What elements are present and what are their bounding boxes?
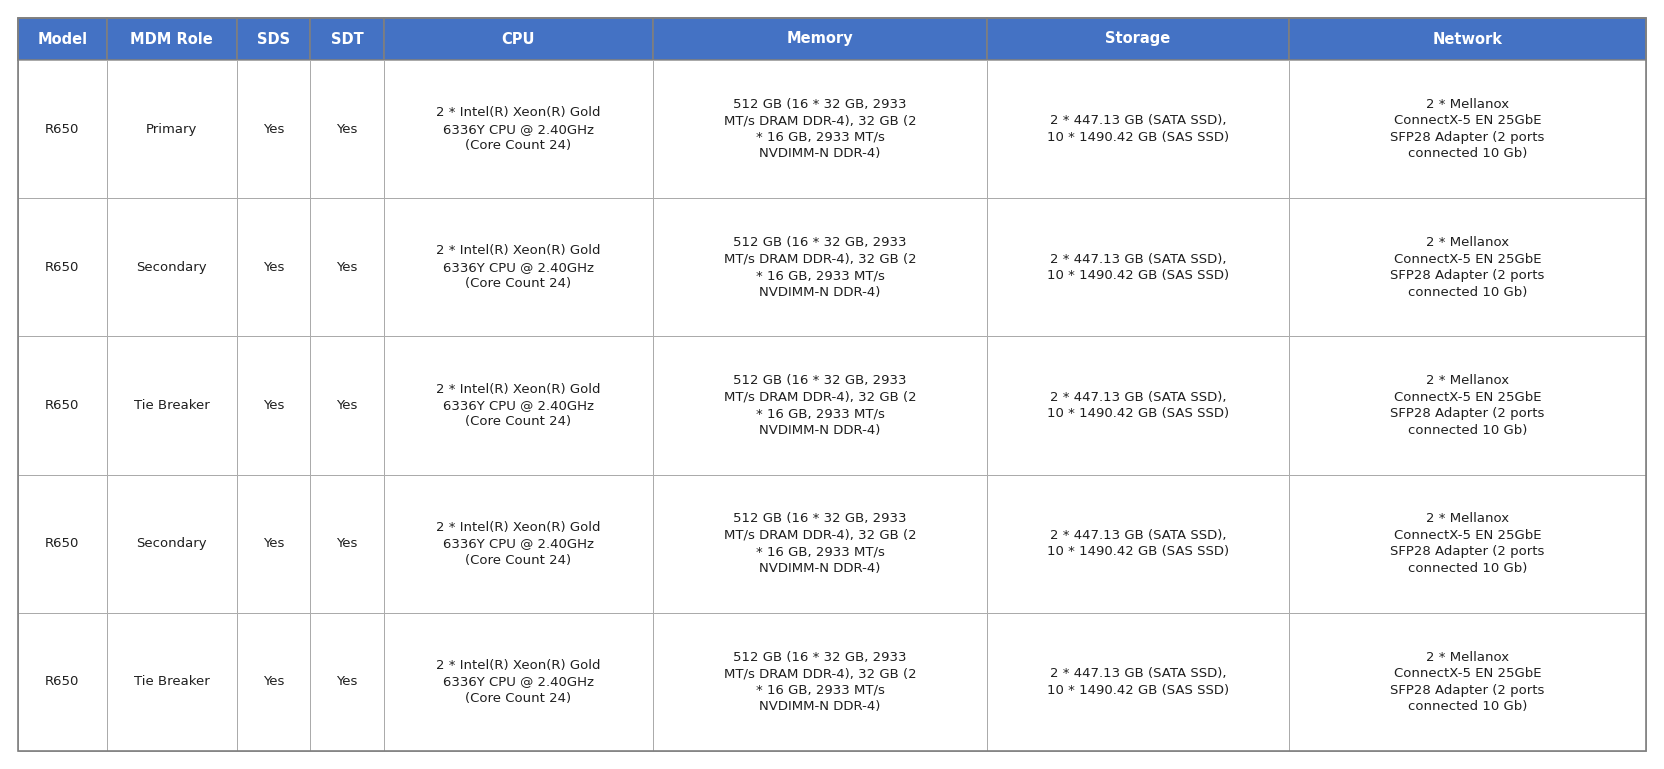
Text: 2 * Intel(R) Xeon(R) Gold
6336Y CPU @ 2.40GHz
(Core Count 24): 2 * Intel(R) Xeon(R) Gold 6336Y CPU @ 2.… [436, 245, 601, 291]
Bar [236, 60, 310, 198]
Text: Secondary: Secondary [136, 538, 206, 550]
Text: 512 GB (16 * 32 GB, 2933
MT/s DRAM DDR-4), 32 GB (2
* 16 GB, 2933 MT/s
NVDIMM-N : 512 GB (16 * 32 GB, 2933 MT/s DRAM DDR-4… [724, 375, 917, 437]
Bar [654, 613, 987, 751]
Bar [987, 613, 1288, 751]
Text: Yes: Yes [263, 399, 285, 412]
Bar [987, 18, 1288, 60]
Bar [310, 18, 384, 60]
Bar [987, 474, 1288, 613]
Bar [987, 60, 1288, 198]
Bar [106, 613, 236, 751]
Text: 2 * Mellanox
ConnectX-5 EN 25GbE
SFP28 Adapter (2 ports
connected 10 Gb): 2 * Mellanox ConnectX-5 EN 25GbE SFP28 A… [1389, 651, 1544, 713]
Text: Tie Breaker: Tie Breaker [133, 399, 210, 412]
Text: Yes: Yes [263, 122, 285, 135]
Text: 512 GB (16 * 32 GB, 2933
MT/s DRAM DDR-4), 32 GB (2
* 16 GB, 2933 MT/s
NVDIMM-N : 512 GB (16 * 32 GB, 2933 MT/s DRAM DDR-4… [724, 236, 917, 298]
Bar [18, 336, 106, 474]
Text: SDT: SDT [331, 32, 363, 46]
Text: Yes: Yes [336, 261, 358, 274]
Text: 2 * Intel(R) Xeon(R) Gold
6336Y CPU @ 2.40GHz
(Core Count 24): 2 * Intel(R) Xeon(R) Gold 6336Y CPU @ 2.… [436, 106, 601, 152]
Text: 2 * 447.13 GB (SATA SSD),
10 * 1490.42 GB (SAS SSD): 2 * 447.13 GB (SATA SSD), 10 * 1490.42 G… [1047, 667, 1230, 697]
Bar [106, 60, 236, 198]
Text: Yes: Yes [336, 675, 358, 688]
Text: 2 * 447.13 GB (SATA SSD),
10 * 1490.42 GB (SAS SSD): 2 * 447.13 GB (SATA SSD), 10 * 1490.42 G… [1047, 529, 1230, 558]
Bar [106, 336, 236, 474]
Bar [310, 613, 384, 751]
Bar [236, 474, 310, 613]
Bar [18, 613, 106, 751]
Text: Storage: Storage [1105, 32, 1170, 46]
Bar [236, 198, 310, 336]
Bar [654, 18, 987, 60]
Text: Primary: Primary [146, 122, 198, 135]
Bar [18, 60, 106, 198]
Bar [106, 198, 236, 336]
Bar [18, 18, 106, 60]
Bar [384, 18, 654, 60]
Text: Yes: Yes [263, 675, 285, 688]
Bar [384, 613, 654, 751]
Text: 2 * 447.13 GB (SATA SSD),
10 * 1490.42 GB (SAS SSD): 2 * 447.13 GB (SATA SSD), 10 * 1490.42 G… [1047, 391, 1230, 420]
Bar [654, 474, 987, 613]
Bar [18, 474, 106, 613]
Text: 512 GB (16 * 32 GB, 2933
MT/s DRAM DDR-4), 32 GB (2
* 16 GB, 2933 MT/s
NVDIMM-N : 512 GB (16 * 32 GB, 2933 MT/s DRAM DDR-4… [724, 651, 917, 713]
Bar [18, 198, 106, 336]
Bar [236, 18, 310, 60]
Bar [310, 198, 384, 336]
Text: R650: R650 [45, 261, 80, 274]
Bar [654, 60, 987, 198]
Text: Tie Breaker: Tie Breaker [133, 675, 210, 688]
Text: 2 * Intel(R) Xeon(R) Gold
6336Y CPU @ 2.40GHz
(Core Count 24): 2 * Intel(R) Xeon(R) Gold 6336Y CPU @ 2.… [436, 382, 601, 428]
Bar [236, 613, 310, 751]
Bar [1288, 474, 1646, 613]
Bar [106, 474, 236, 613]
Bar [654, 336, 987, 474]
Bar [384, 198, 654, 336]
Text: 2 * Mellanox
ConnectX-5 EN 25GbE
SFP28 Adapter (2 ports
connected 10 Gb): 2 * Mellanox ConnectX-5 EN 25GbE SFP28 A… [1389, 98, 1544, 161]
Text: Network: Network [1433, 32, 1503, 46]
Text: Yes: Yes [336, 399, 358, 412]
Text: Secondary: Secondary [136, 261, 206, 274]
Text: Yes: Yes [263, 261, 285, 274]
Text: 2 * 447.13 GB (SATA SSD),
10 * 1490.42 GB (SAS SSD): 2 * 447.13 GB (SATA SSD), 10 * 1490.42 G… [1047, 115, 1230, 144]
Bar [1288, 613, 1646, 751]
Text: 2 * Intel(R) Xeon(R) Gold
6336Y CPU @ 2.40GHz
(Core Count 24): 2 * Intel(R) Xeon(R) Gold 6336Y CPU @ 2.… [436, 521, 601, 567]
Bar [384, 60, 654, 198]
Bar [654, 198, 987, 336]
Text: 2 * Mellanox
ConnectX-5 EN 25GbE
SFP28 Adapter (2 ports
connected 10 Gb): 2 * Mellanox ConnectX-5 EN 25GbE SFP28 A… [1389, 375, 1544, 437]
Bar [310, 60, 384, 198]
Text: R650: R650 [45, 122, 80, 135]
Text: R650: R650 [45, 538, 80, 550]
Text: 2 * Intel(R) Xeon(R) Gold
6336Y CPU @ 2.40GHz
(Core Count 24): 2 * Intel(R) Xeon(R) Gold 6336Y CPU @ 2.… [436, 659, 601, 705]
Text: CPU: CPU [503, 32, 536, 46]
Bar [236, 336, 310, 474]
Bar [310, 336, 384, 474]
Text: R650: R650 [45, 399, 80, 412]
Text: SDS: SDS [256, 32, 290, 46]
Text: 2 * Mellanox
ConnectX-5 EN 25GbE
SFP28 Adapter (2 ports
connected 10 Gb): 2 * Mellanox ConnectX-5 EN 25GbE SFP28 A… [1389, 512, 1544, 575]
Bar [1288, 336, 1646, 474]
Bar [987, 198, 1288, 336]
Bar [987, 336, 1288, 474]
Text: Yes: Yes [263, 538, 285, 550]
Text: MDM Role: MDM Role [130, 32, 213, 46]
Text: Memory: Memory [787, 32, 854, 46]
Text: Yes: Yes [336, 538, 358, 550]
Text: 512 GB (16 * 32 GB, 2933
MT/s DRAM DDR-4), 32 GB (2
* 16 GB, 2933 MT/s
NVDIMM-N : 512 GB (16 * 32 GB, 2933 MT/s DRAM DDR-4… [724, 512, 917, 575]
Text: Model: Model [37, 32, 88, 46]
Text: 512 GB (16 * 32 GB, 2933
MT/s DRAM DDR-4), 32 GB (2
* 16 GB, 2933 MT/s
NVDIMM-N : 512 GB (16 * 32 GB, 2933 MT/s DRAM DDR-4… [724, 98, 917, 161]
Bar [106, 18, 236, 60]
Bar [310, 474, 384, 613]
Bar [1288, 60, 1646, 198]
Text: 2 * 447.13 GB (SATA SSD),
10 * 1490.42 GB (SAS SSD): 2 * 447.13 GB (SATA SSD), 10 * 1490.42 G… [1047, 252, 1230, 282]
Text: Yes: Yes [336, 122, 358, 135]
Bar [384, 474, 654, 613]
Text: 2 * Mellanox
ConnectX-5 EN 25GbE
SFP28 Adapter (2 ports
connected 10 Gb): 2 * Mellanox ConnectX-5 EN 25GbE SFP28 A… [1389, 236, 1544, 298]
Bar [1288, 198, 1646, 336]
Text: R650: R650 [45, 675, 80, 688]
Bar [384, 336, 654, 474]
Bar [1288, 18, 1646, 60]
